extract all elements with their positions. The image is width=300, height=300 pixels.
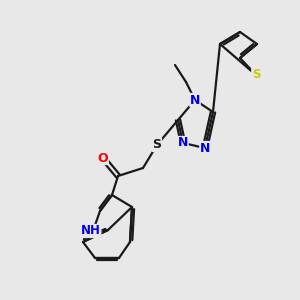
Text: N: N	[178, 136, 188, 149]
Text: N: N	[200, 142, 210, 154]
Text: S: S	[152, 139, 161, 152]
Text: N: N	[190, 94, 200, 106]
Text: S: S	[252, 68, 260, 82]
Text: NH: NH	[81, 224, 101, 238]
Text: O: O	[98, 152, 108, 164]
